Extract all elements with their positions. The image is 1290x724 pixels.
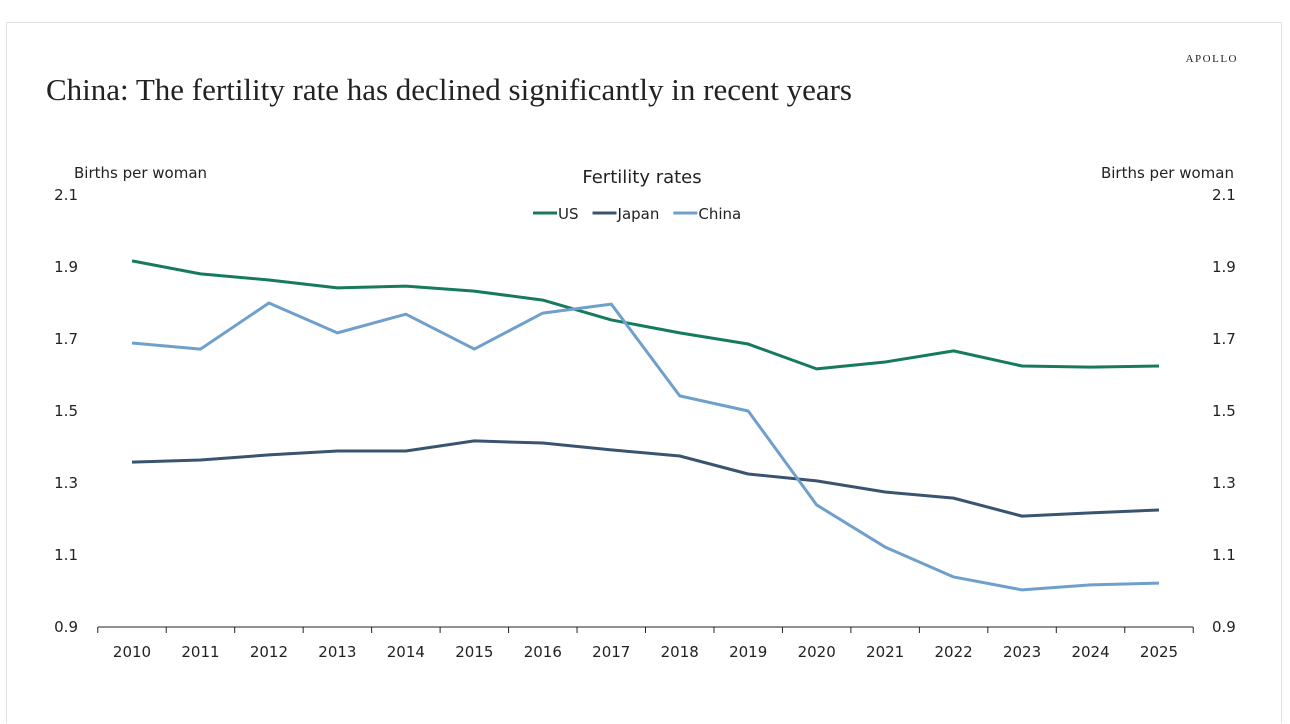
chart-title: Fertility rates (582, 167, 701, 188)
legend-label-japan: Japan (617, 205, 660, 223)
x-tick-label: 2020 (798, 643, 836, 661)
y-tick-label-right: 1.1 (1212, 546, 1236, 564)
apollo-logo: APOLLO (1185, 53, 1238, 65)
y-tick-label-left: 1.7 (54, 330, 78, 348)
x-tick-label: 2025 (1140, 643, 1178, 661)
x-tick-label: 2016 (524, 643, 562, 661)
y-tick-label-left: 1.5 (54, 402, 78, 420)
x-tick-label: 2023 (1003, 643, 1041, 661)
x-tick-label: 2010 (113, 643, 151, 661)
y-tick-label-right: 2.1 (1212, 186, 1236, 204)
y-tick-label-right: 1.9 (1212, 258, 1236, 276)
x-tick-label: 2011 (181, 643, 219, 661)
y-tick-label-left: 0.9 (54, 618, 78, 636)
y-axis-label-right: Births per woman (1101, 164, 1234, 182)
page-title: China: The fertility rate has declined s… (46, 72, 852, 107)
y-tick-label-left: 1.1 (54, 546, 78, 564)
y-tick-label-right: 1.3 (1212, 474, 1236, 492)
x-tick-label: 2022 (935, 643, 973, 661)
legend-label-us: US (558, 205, 579, 223)
x-tick-label: 2013 (318, 643, 356, 661)
x-tick-label: 2019 (729, 643, 767, 661)
x-tick-label: 2015 (455, 643, 493, 661)
x-tick-label: 2024 (1071, 643, 1109, 661)
y-tick-label-right: 1.5 (1212, 402, 1236, 420)
x-tick-label: 2014 (387, 643, 425, 661)
x-tick-label: 2021 (866, 643, 904, 661)
y-tick-label-left: 1.9 (54, 258, 78, 276)
legend: US Japan China (533, 205, 741, 223)
x-tick-label: 2018 (661, 643, 699, 661)
y-tick-label-left: 2.1 (54, 186, 78, 204)
series-line-japan (131, 439, 1160, 518)
y-axis-label-left: Births per woman (74, 164, 207, 182)
legend-label-china: China (698, 205, 741, 223)
series-line-us (131, 259, 1160, 371)
x-tick-label: 2012 (250, 643, 288, 661)
y-tick-label-right: 0.9 (1212, 618, 1236, 636)
y-tick-label-right: 1.7 (1212, 330, 1236, 348)
chart-frame (6, 22, 1282, 723)
series-line-china (131, 301, 1160, 592)
y-tick-label-left: 1.3 (54, 474, 78, 492)
x-tick-label: 2017 (592, 643, 630, 661)
